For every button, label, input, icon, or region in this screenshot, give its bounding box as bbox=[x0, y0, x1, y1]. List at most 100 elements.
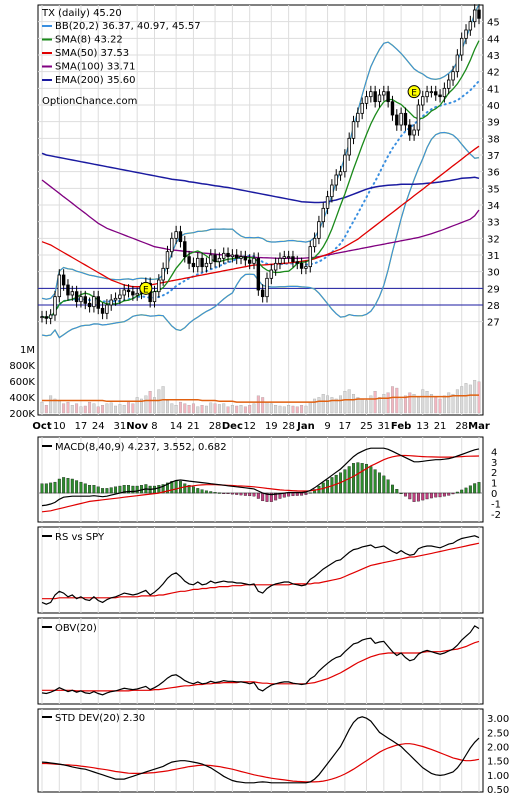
candle-body bbox=[468, 21, 473, 31]
candle-body bbox=[395, 114, 399, 126]
volume-bar bbox=[79, 406, 83, 414]
macd-histogram-bar bbox=[57, 478, 61, 494]
volume-bar bbox=[96, 406, 100, 414]
volume-bar bbox=[122, 405, 126, 414]
watermark-text: OptionChance.com bbox=[42, 96, 137, 107]
candle-body bbox=[92, 296, 96, 308]
legend-entry: EMA(200) 35.60 bbox=[55, 75, 135, 86]
volume-bar bbox=[118, 404, 122, 414]
volume-bar bbox=[49, 395, 53, 414]
macd-histogram-bar bbox=[438, 492, 442, 498]
volume-tick-label: 800K bbox=[9, 361, 35, 372]
candle-body bbox=[451, 71, 455, 81]
macd-signal-line bbox=[41, 454, 480, 513]
macd-histogram-bar bbox=[62, 477, 66, 494]
candle-body bbox=[230, 254, 235, 258]
volume-bar bbox=[287, 405, 291, 414]
volume-bar bbox=[451, 394, 455, 414]
earnings-marker bbox=[407, 85, 421, 99]
candle-body bbox=[351, 121, 356, 139]
candle-body bbox=[200, 257, 204, 268]
volume-bar bbox=[347, 389, 351, 414]
macd-histogram-bar bbox=[127, 485, 130, 494]
volume-bar bbox=[144, 395, 148, 414]
macd-tick-label: 3 bbox=[491, 458, 497, 469]
obv-line bbox=[41, 625, 480, 696]
volume-bar bbox=[187, 405, 191, 414]
candle-body bbox=[434, 91, 438, 96]
std-tick-label: 0.50 bbox=[487, 785, 509, 796]
volume-bar bbox=[330, 397, 334, 414]
candle-body bbox=[347, 137, 351, 156]
volume-bar bbox=[105, 403, 109, 414]
legend-entry: SMA(8) 43.22 bbox=[55, 35, 123, 46]
macd-histogram-bar bbox=[252, 492, 256, 497]
price-tick-label: 28 bbox=[487, 301, 500, 312]
volume-bar bbox=[196, 406, 200, 414]
x-axis-label: 9 bbox=[324, 421, 330, 432]
macd-histogram-bar bbox=[391, 484, 394, 494]
volume-bar bbox=[191, 403, 195, 414]
macd-histogram-bar bbox=[44, 483, 48, 494]
volume-bar bbox=[44, 405, 48, 414]
volume-bar bbox=[265, 401, 269, 414]
candle-body bbox=[70, 291, 74, 296]
macd-histogram-bar bbox=[269, 492, 273, 502]
x-axis-label: Jan bbox=[296, 421, 315, 432]
candle-body bbox=[360, 102, 364, 114]
volume-bar bbox=[282, 406, 286, 414]
candle-body bbox=[183, 241, 187, 258]
candle-body bbox=[356, 112, 360, 123]
candle-body bbox=[196, 257, 200, 268]
macd-histogram-bar bbox=[382, 475, 386, 494]
price-tick-label: 33 bbox=[487, 218, 500, 229]
volume-bar bbox=[230, 405, 234, 414]
macd-histogram-bar bbox=[248, 492, 252, 497]
macd-histogram-bar bbox=[274, 492, 278, 501]
rs-line bbox=[41, 535, 480, 605]
volume-bar bbox=[434, 397, 438, 414]
macd-histogram-bar bbox=[287, 492, 291, 497]
macd-histogram-bar bbox=[118, 485, 122, 494]
candle-body bbox=[416, 104, 421, 131]
candle-body bbox=[213, 254, 217, 263]
price-tick-label: 41 bbox=[487, 84, 500, 95]
candle-body bbox=[174, 231, 178, 239]
std-line bbox=[41, 716, 480, 784]
volume-bar bbox=[178, 401, 182, 414]
volume-bar bbox=[438, 398, 442, 414]
candle-body bbox=[222, 252, 226, 259]
volume-bar bbox=[460, 386, 464, 414]
macd-histogram-bar bbox=[365, 463, 368, 494]
macd-histogram-bar bbox=[429, 492, 433, 499]
candle-body bbox=[382, 91, 386, 96]
volume-bar bbox=[252, 403, 256, 414]
macd-histogram-bar bbox=[187, 485, 191, 494]
volume-bar bbox=[468, 384, 472, 414]
candle-body bbox=[66, 284, 70, 296]
macd-histogram-bar bbox=[352, 463, 355, 494]
candle-body bbox=[338, 171, 343, 176]
candle-body bbox=[96, 296, 100, 309]
volume-bar bbox=[40, 401, 44, 414]
volume-bar bbox=[334, 398, 338, 414]
volume-bar bbox=[360, 398, 364, 414]
macd-histogram-bar bbox=[416, 492, 420, 502]
volume-bar bbox=[369, 395, 373, 414]
volume-bar bbox=[343, 391, 347, 414]
candle-body bbox=[364, 96, 369, 104]
candle-body bbox=[265, 277, 269, 298]
volume-bar bbox=[148, 391, 152, 414]
x-axis-label: 17 bbox=[75, 421, 88, 432]
macd-histogram-bar bbox=[261, 492, 265, 502]
candle-body bbox=[438, 94, 442, 98]
candle-body bbox=[325, 196, 330, 209]
x-axis-label: Nov bbox=[126, 421, 148, 432]
candle-body bbox=[157, 279, 161, 293]
candle-body bbox=[165, 251, 170, 269]
x-axis-label: 28 bbox=[282, 421, 295, 432]
volume-bar bbox=[378, 397, 381, 414]
price-tick-label: 27 bbox=[487, 318, 500, 329]
